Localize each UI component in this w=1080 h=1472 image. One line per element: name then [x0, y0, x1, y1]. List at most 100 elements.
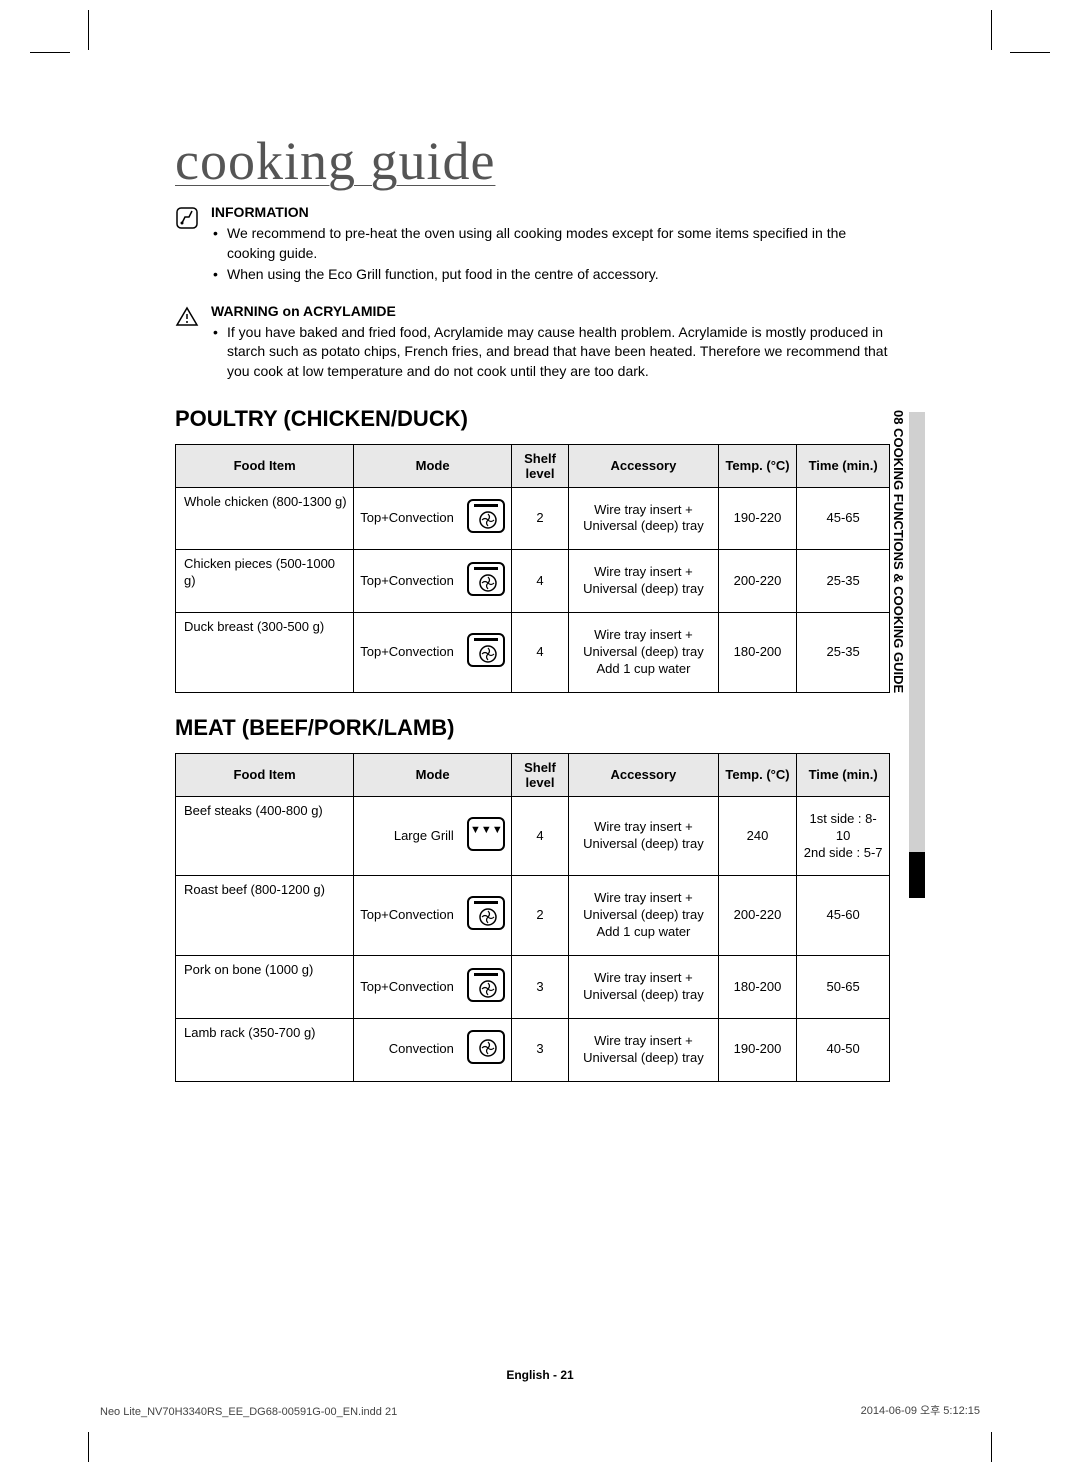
th-accessory: Accessory — [569, 753, 719, 796]
cell-food: Lamb rack (350-700 g) — [176, 1018, 354, 1081]
poultry-table: Food Item Mode Shelf level Accessory Tem… — [175, 444, 890, 693]
cell-food: Duck breast (300-500 g) — [176, 613, 354, 693]
cell-mode-text: Top+Convection — [354, 956, 462, 1019]
table-row: Duck breast (300-500 g)Top+Convection 4Wi… — [176, 613, 890, 693]
cell-mode-text: Top+Convection — [354, 550, 462, 613]
info-bullets: We recommend to pre-heat the oven using … — [211, 224, 890, 285]
warning-bullet: If you have baked and fried food, Acryla… — [211, 323, 890, 382]
cell-food: Chicken pieces (500-1000 g) — [176, 550, 354, 613]
warning-icon — [175, 305, 199, 329]
crop-mark — [88, 1432, 89, 1462]
cell-mode-icon — [462, 876, 512, 956]
cell-food: Pork on bone (1000 g) — [176, 956, 354, 1019]
cell-shelf: 4 — [511, 550, 568, 613]
top-convection-icon — [467, 896, 505, 930]
table-row: Pork on bone (1000 g)Top+Convection 3Wire… — [176, 956, 890, 1019]
cell-shelf: 4 — [511, 796, 568, 876]
cell-shelf: 2 — [511, 876, 568, 956]
cell-time: 45-60 — [797, 876, 890, 956]
cell-time: 45-65 — [797, 487, 890, 550]
cell-shelf: 3 — [511, 956, 568, 1019]
cell-food: Beef steaks (400-800 g) — [176, 796, 354, 876]
cell-temp: 200-220 — [718, 876, 796, 956]
table-header-row: Food Item Mode Shelf level Accessory Tem… — [176, 753, 890, 796]
cell-time: 25-35 — [797, 550, 890, 613]
cell-mode-text: Top+Convection — [354, 487, 462, 550]
cell-temp: 200-220 — [718, 550, 796, 613]
cell-mode-icon — [462, 1018, 512, 1081]
top-convection-icon — [467, 633, 505, 667]
footer-timestamp: 2014-06-09 오후 5:12:15 — [861, 1402, 980, 1418]
cell-accessory: Wire tray insert +Universal (deep) tray — [569, 796, 719, 876]
cell-food: Whole chicken (800-1300 g) — [176, 487, 354, 550]
table-row: Chicken pieces (500-1000 g)Top+Convectio… — [176, 550, 890, 613]
cell-temp: 180-200 — [718, 613, 796, 693]
cell-accessory: Wire tray insert +Universal (deep) tray — [569, 1018, 719, 1081]
cell-mode-text: Convection — [354, 1018, 462, 1081]
cell-mode-icon: ▼▼▼ — [462, 796, 512, 876]
cell-shelf: 2 — [511, 487, 568, 550]
th-food: Food Item — [176, 444, 354, 487]
page-title: cooking guide — [175, 130, 890, 192]
cell-mode-icon — [462, 613, 512, 693]
warning-text: WARNING on ACRYLAMIDE If you have baked … — [211, 303, 890, 384]
meat-table: Food Item Mode Shelf level Accessory Tem… — [175, 753, 890, 1082]
cell-time: 50-65 — [797, 956, 890, 1019]
top-convection-icon — [467, 562, 505, 596]
side-section-label: 08 COOKING FUNCTIONS & COOKING GUIDE — [891, 410, 906, 693]
info-bullet: We recommend to pre-heat the oven using … — [211, 224, 890, 263]
cell-mode-text: Top+Convection — [354, 613, 462, 693]
th-mode: Mode — [354, 753, 512, 796]
warning-heading: WARNING on ACRYLAMIDE — [211, 303, 890, 319]
poultry-title: POULTRY (CHICKEN/DUCK) — [175, 406, 890, 432]
crop-mark — [991, 1432, 992, 1462]
footer-page: English - 21 — [0, 1368, 1080, 1382]
table-header-row: Food Item Mode Shelf level Accessory Tem… — [176, 444, 890, 487]
th-accessory: Accessory — [569, 444, 719, 487]
table-row: Whole chicken (800-1300 g)Top+Convection… — [176, 487, 890, 550]
info-text: INFORMATION We recommend to pre-heat the… — [211, 204, 890, 287]
warning-bullets: If you have baked and fried food, Acryla… — [211, 323, 890, 382]
info-icon — [175, 206, 199, 230]
th-time: Time (min.) — [797, 753, 890, 796]
cell-temp: 190-220 — [718, 487, 796, 550]
th-temp: Temp. (°C) — [718, 753, 796, 796]
cell-time: 40-50 — [797, 1018, 890, 1081]
cell-time: 1st side : 8-10 2nd side : 5-7 — [797, 796, 890, 876]
table-row: Roast beef (800-1200 g)Top+Convection 2Wi… — [176, 876, 890, 956]
meat-title: MEAT (BEEF/PORK/LAMB) — [175, 715, 890, 741]
info-section: INFORMATION We recommend to pre-heat the… — [175, 204, 890, 287]
info-bullet: When using the Eco Grill function, put f… — [211, 265, 890, 285]
convection-icon — [467, 1030, 505, 1064]
footer-filename: Neo Lite_NV70H3340RS_EE_DG68-00591G-00_E… — [100, 1406, 397, 1418]
th-shelf: Shelf level — [511, 444, 568, 487]
cell-accessory: Wire tray insert +Universal (deep) tray … — [569, 613, 719, 693]
side-tab — [909, 412, 925, 852]
cell-temp: 240 — [718, 796, 796, 876]
cell-accessory: Wire tray insert +Universal (deep) tray — [569, 550, 719, 613]
cell-food: Roast beef (800-1200 g) — [176, 876, 354, 956]
th-shelf: Shelf level — [511, 753, 568, 796]
cell-mode-icon — [462, 487, 512, 550]
cell-mode-icon — [462, 550, 512, 613]
cell-accessory: Wire tray insert +Universal (deep) tray … — [569, 876, 719, 956]
top-convection-icon — [467, 968, 505, 1002]
warning-section: WARNING on ACRYLAMIDE If you have baked … — [175, 303, 890, 384]
cell-shelf: 4 — [511, 613, 568, 693]
cell-shelf: 3 — [511, 1018, 568, 1081]
cell-temp: 180-200 — [718, 956, 796, 1019]
cell-mode-icon — [462, 956, 512, 1019]
th-mode: Mode — [354, 444, 512, 487]
cell-time: 25-35 — [797, 613, 890, 693]
side-tab-marker — [909, 852, 925, 898]
info-heading: INFORMATION — [211, 204, 890, 220]
th-food: Food Item — [176, 753, 354, 796]
table-row: Lamb rack (350-700 g)Convection 3Wire tra… — [176, 1018, 890, 1081]
th-time: Time (min.) — [797, 444, 890, 487]
th-temp: Temp. (°C) — [718, 444, 796, 487]
large-grill-icon: ▼▼▼ — [467, 817, 505, 851]
cell-accessory: Wire tray insert +Universal (deep) tray — [569, 956, 719, 1019]
table-row: Beef steaks (400-800 g)Large Grill▼▼▼4Wi… — [176, 796, 890, 876]
cell-mode-text: Top+Convection — [354, 876, 462, 956]
cell-accessory: Wire tray insert +Universal (deep) tray — [569, 487, 719, 550]
